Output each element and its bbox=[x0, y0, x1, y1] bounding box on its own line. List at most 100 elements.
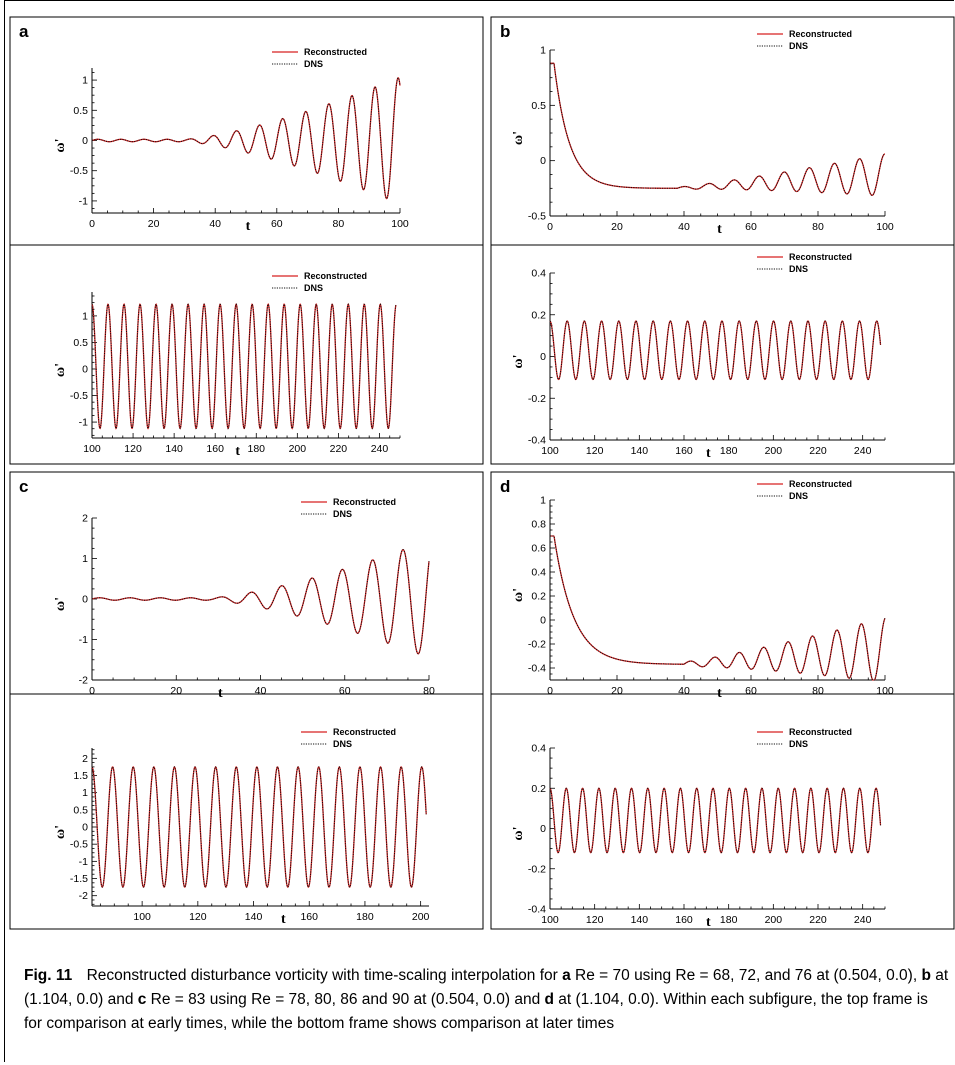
series-line-dns bbox=[91, 549, 430, 655]
y-tick-label: 0 bbox=[82, 822, 88, 834]
x-axis-title: t bbox=[706, 446, 711, 461]
y-tick-label: -1.5 bbox=[70, 873, 88, 885]
y-tick-label: 1 bbox=[82, 310, 88, 322]
x-tick-label: 20 bbox=[611, 685, 623, 697]
x-tick-label: 180 bbox=[720, 445, 738, 457]
y-tick-label: -0.4 bbox=[528, 663, 546, 675]
x-tick-label: 100 bbox=[133, 911, 151, 923]
x-tick-label: 80 bbox=[423, 685, 435, 697]
y-tick-label: 0 bbox=[82, 135, 88, 147]
y-tick-label: 1.5 bbox=[73, 770, 88, 782]
series-line-dns bbox=[549, 787, 882, 854]
legend-label: Reconstructed bbox=[304, 47, 367, 57]
x-tick-label: 80 bbox=[333, 218, 345, 230]
y-axis-title: ω' bbox=[53, 138, 68, 152]
x-tick-label: 40 bbox=[678, 221, 690, 233]
legend-label: Reconstructed bbox=[333, 727, 396, 737]
x-tick-label: 0 bbox=[89, 218, 95, 230]
figure-frame bbox=[4, 0, 954, 1062]
y-axis-title: ω' bbox=[511, 131, 526, 145]
y-tick-label: 0.2 bbox=[531, 591, 546, 603]
x-tick-label: 220 bbox=[809, 914, 827, 926]
y-axis-title: ω' bbox=[511, 826, 526, 840]
x-tick-label: 180 bbox=[248, 443, 266, 455]
x-tick-label: 60 bbox=[339, 685, 351, 697]
y-tick-label: 1 bbox=[82, 553, 88, 565]
x-tick-label: 200 bbox=[289, 443, 307, 455]
x-tick-label: 140 bbox=[165, 443, 183, 455]
x-tick-label: 140 bbox=[631, 914, 649, 926]
series-line-reconstructed bbox=[549, 320, 882, 381]
y-tick-label: -2 bbox=[79, 675, 88, 687]
y-tick-label: -0.5 bbox=[70, 839, 88, 851]
legend-label: DNS bbox=[333, 739, 352, 749]
y-tick-label: -1 bbox=[79, 417, 88, 429]
x-tick-label: 200 bbox=[765, 445, 783, 457]
y-tick-label: 2 bbox=[82, 753, 88, 765]
x-tick-label: 180 bbox=[356, 911, 374, 923]
y-tick-label: 0.2 bbox=[531, 309, 546, 321]
chart-c-bottom: 100 120 140 160 180 200 t -2 -1.5 -1 -0.5 0 0.5 1 1.5 2… bbox=[53, 727, 430, 927]
figure-top-rule bbox=[4, 0, 954, 1]
panel-a-box bbox=[9, 16, 484, 465]
y-tick-label: 0.4 bbox=[531, 743, 546, 755]
y-tick-label: 0.2 bbox=[531, 783, 546, 795]
x-tick-label: 80 bbox=[812, 685, 824, 697]
y-axis-title: ω' bbox=[511, 588, 526, 602]
y-tick-label: 1 bbox=[82, 787, 88, 799]
caption-panel-ref: a bbox=[562, 967, 571, 984]
caption-panel-ref: c bbox=[137, 991, 147, 1008]
y-tick-label: 0.5 bbox=[73, 105, 88, 117]
caption-text: Re = 70 using Re = 68, 72, and 76 at (0.… bbox=[570, 967, 922, 984]
panel-b-box bbox=[490, 16, 955, 465]
series-line-reconstructed bbox=[91, 548, 430, 655]
legend-label: Reconstructed bbox=[789, 479, 852, 489]
x-axis-title: t bbox=[717, 222, 722, 237]
x-axis-title: t bbox=[235, 444, 240, 459]
y-tick-label: 0 bbox=[82, 363, 88, 375]
y-tick-label: 0.5 bbox=[73, 337, 88, 349]
x-axis-title: t bbox=[717, 686, 722, 701]
y-tick-label: -2 bbox=[79, 890, 88, 902]
caption-text: at (1.104, 0.0). Within each subfigure, … bbox=[24, 991, 928, 1032]
y-tick-label: -0.2 bbox=[528, 639, 546, 651]
panel-label-b: b bbox=[500, 22, 510, 41]
legend-label: DNS bbox=[789, 491, 808, 501]
x-tick-label: 0 bbox=[547, 685, 553, 697]
series-line-reconstructed bbox=[91, 77, 401, 200]
x-tick-label: 240 bbox=[854, 445, 872, 457]
series-line-dns bbox=[549, 320, 882, 381]
chart-a-top: 0 20 40 60 80 100 t -1 -0.5 0 0.5 1 ω' Reconstructed D… bbox=[53, 47, 409, 234]
series-line-dns bbox=[91, 766, 427, 888]
legend-label: DNS bbox=[789, 739, 808, 749]
series-line-dns bbox=[550, 535, 886, 681]
legend-label: Reconstructed bbox=[333, 497, 396, 507]
y-tick-label: 0.6 bbox=[531, 543, 546, 555]
x-tick-label: 100 bbox=[83, 443, 101, 455]
caption-body: Reconstructed disturbance vorticity with… bbox=[24, 967, 948, 1032]
y-tick-label: -0.5 bbox=[70, 165, 88, 177]
y-tick-label: -0.2 bbox=[528, 393, 546, 405]
y-tick-label: 0.5 bbox=[73, 804, 88, 816]
x-tick-label: 100 bbox=[876, 685, 894, 697]
x-tick-label: 100 bbox=[391, 218, 409, 230]
x-tick-label: 160 bbox=[206, 443, 224, 455]
x-tick-label: 20 bbox=[170, 685, 182, 697]
legend-label: Reconstructed bbox=[789, 252, 852, 262]
x-tick-label: 40 bbox=[209, 218, 221, 230]
y-tick-label: 0 bbox=[540, 351, 546, 363]
x-tick-label: 220 bbox=[809, 445, 827, 457]
figure-left-rule bbox=[4, 0, 5, 1062]
x-tick-label: 160 bbox=[675, 914, 693, 926]
chart-c-top: 0 20 40 60 80 t -2 -1 0 1 2 ω' Reconstructed DNS bbox=[53, 497, 435, 701]
y-tick-label: 2 bbox=[82, 513, 88, 525]
x-tick-label: 240 bbox=[371, 443, 389, 455]
series-line-dns bbox=[91, 77, 401, 200]
x-axis-title: t bbox=[706, 915, 711, 930]
legend-label: Reconstructed bbox=[789, 727, 852, 737]
y-axis-title: ω' bbox=[511, 354, 526, 368]
chart-b-bottom: 100 120 140 160 180 200 220 240 t -0.4 -0.2 0 0.2 0.4… bbox=[511, 252, 886, 461]
y-tick-label: -1 bbox=[79, 195, 88, 207]
x-tick-label: 60 bbox=[745, 685, 757, 697]
y-tick-label: -0.2 bbox=[528, 863, 546, 875]
